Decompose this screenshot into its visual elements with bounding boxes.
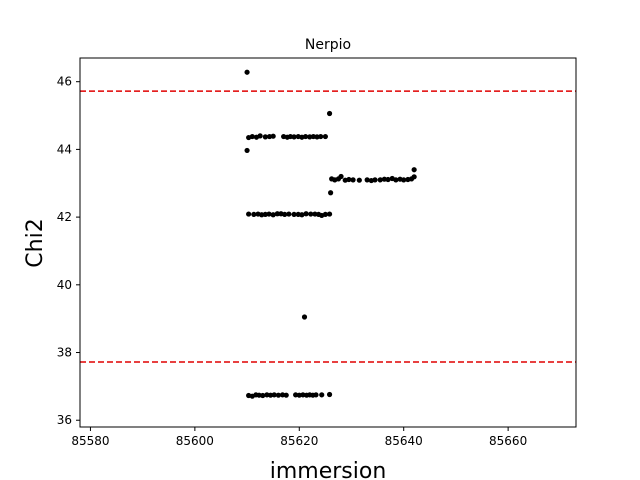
data-point [246,211,252,217]
data-point [283,392,289,398]
data-points [244,69,417,399]
data-point [244,147,250,154]
data-point [266,211,272,217]
x-tick-label: 85580 [71,434,109,448]
y-tick-label: 42 [57,210,72,224]
data-point [282,211,288,218]
data-point [313,392,319,398]
x-tick-label: 85660 [489,434,527,448]
data-point [270,212,276,218]
data-point [257,133,263,139]
data-point [275,392,281,398]
data-point [271,392,277,398]
y-tick-label: 38 [57,346,72,360]
data-point [401,177,407,183]
data-point [274,211,280,217]
y-axis-label: Chi2 [23,218,48,267]
x-tick-label: 85600 [176,434,214,448]
data-point [291,211,297,218]
data-point [338,173,344,180]
data-point [301,314,308,320]
data-point [319,392,325,398]
data-point [350,177,356,183]
data-point [346,176,352,183]
data-point [299,212,305,218]
data-point [328,190,334,196]
data-point [262,134,268,140]
y-tick-label: 46 [57,75,72,89]
data-point [326,211,333,217]
data-point [302,133,309,140]
y-tick-label: 40 [57,278,72,292]
data-point [322,133,328,140]
y-tick-label: 36 [57,413,72,427]
data-point [249,133,255,140]
data-point [244,69,250,75]
y-axis-ticks: 36 38 40 42 44 46 [57,75,80,427]
data-point [364,177,370,183]
threshold-lines [80,90,576,363]
data-point [322,211,328,218]
plot-frame [79,57,577,428]
data-point [291,134,297,140]
y-tick-label: 44 [57,142,72,156]
data-point [411,167,417,173]
chart-title: Nerpio [305,37,351,53]
data-point [326,110,333,117]
data-point [286,211,292,217]
data-point [270,133,276,139]
data-point [393,177,399,183]
data-point [356,177,362,183]
x-axis-label: immersion [270,459,387,480]
data-point [372,177,378,183]
data-point [260,392,266,399]
data-point [377,177,383,183]
data-point [411,174,417,180]
data-point [326,391,333,398]
plot-area [80,58,576,427]
x-tick-label: 85640 [385,434,423,448]
data-point [303,211,309,217]
data-point [385,176,391,183]
data-point [308,211,314,217]
data-point [251,211,257,218]
x-tick-label: 85620 [280,434,318,448]
data-point [318,133,324,140]
x-axis-ticks: 85580 85600 85620 85640 85660 [71,427,527,448]
